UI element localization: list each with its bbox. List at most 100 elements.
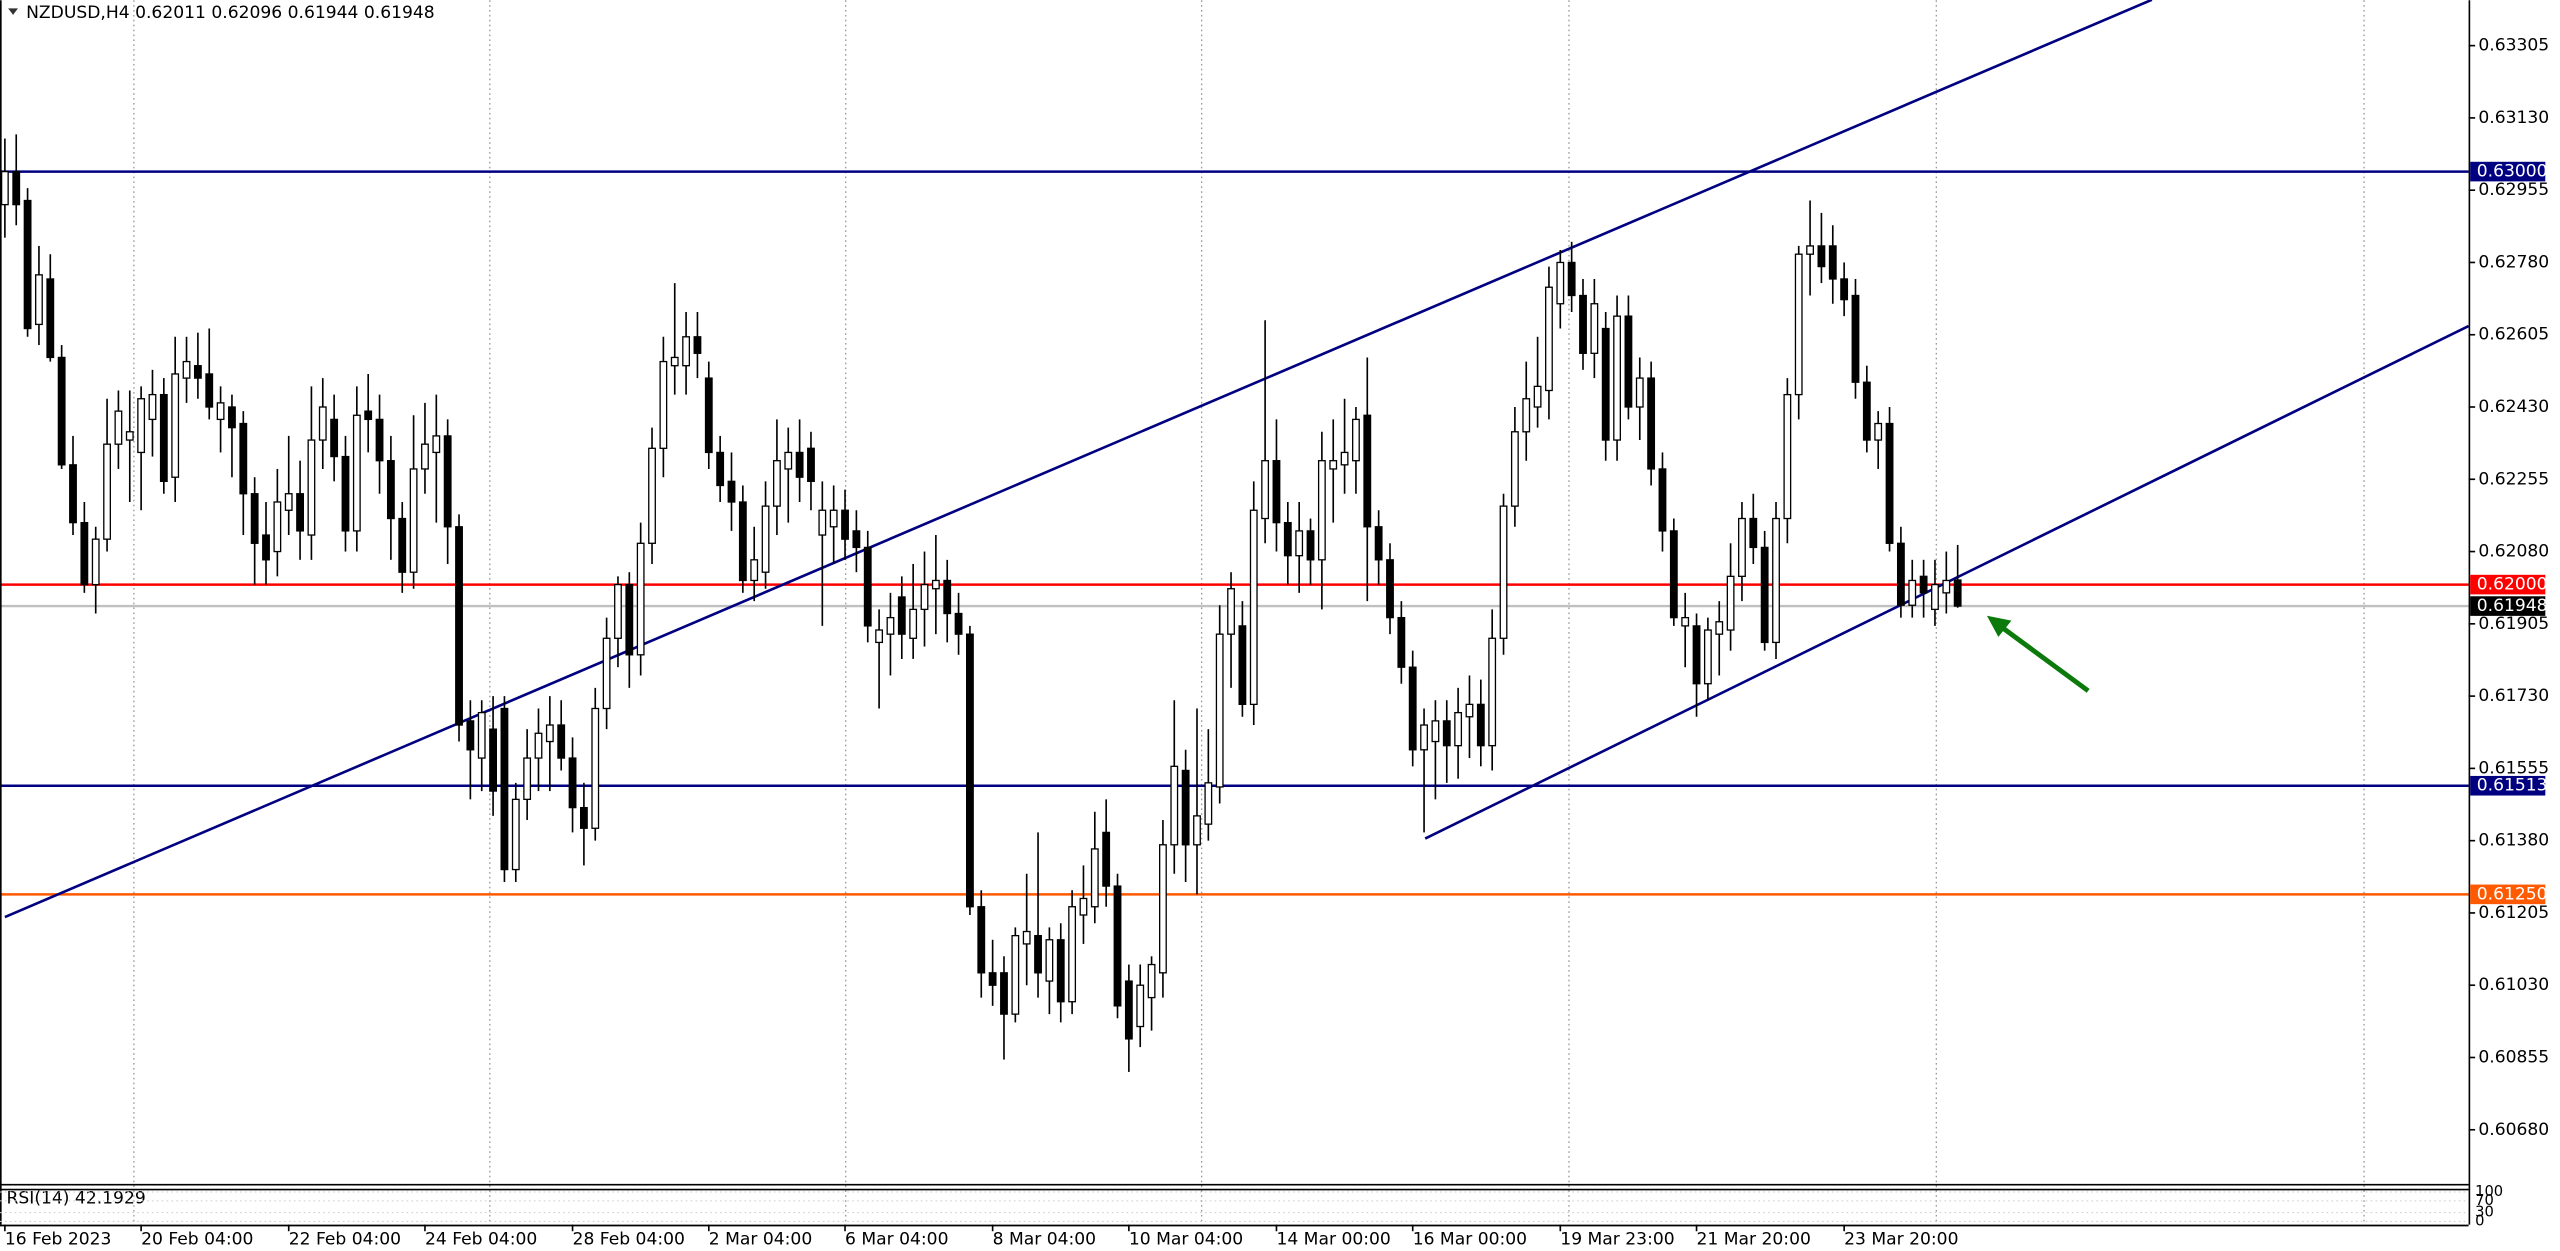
candle-body: [1238, 625, 1247, 706]
candle-body: [284, 493, 293, 511]
candle-body: [1170, 765, 1179, 846]
candle-body: [1034, 934, 1042, 974]
x-tick-label: 6 Mar 04:00: [845, 1229, 948, 1249]
candle-body: [829, 509, 838, 528]
rsi-tick-label: 100: [2475, 1183, 2503, 1200]
candle-body: [818, 509, 827, 536]
candle-body: [1669, 530, 1678, 619]
candle-body: [784, 451, 793, 470]
level-label: 0.61513: [2477, 776, 2548, 796]
level-label: 0.63000: [2477, 162, 2548, 182]
candle-body: [1056, 939, 1065, 1003]
x-tick-label: 23 Mar 20:00: [1844, 1229, 1958, 1249]
candle-body: [1556, 261, 1565, 305]
candle-body: [1317, 460, 1326, 561]
candle-body: [1851, 294, 1860, 383]
candle-body: [693, 336, 702, 354]
rsi-tick-label: 0: [2475, 1212, 2484, 1229]
candle-body: [1658, 468, 1667, 532]
candle-body: [1953, 579, 1962, 607]
candle-body: [250, 493, 259, 544]
candle-body: [171, 373, 180, 478]
annotation-arrow: [1986, 615, 2090, 693]
candle-body: [716, 451, 725, 487]
candle-body: [500, 707, 509, 871]
candle-body: [1374, 526, 1383, 561]
x-tick-label: 10 Mar 04:00: [1129, 1229, 1243, 1249]
symbol-header: NZDUSD,H4 0.62011 0.62096 0.61944 0.6194…: [26, 3, 435, 23]
candle-body: [1510, 431, 1519, 507]
candle-body: [1352, 418, 1360, 462]
candle-body: [772, 460, 781, 507]
candle-body: [1306, 530, 1315, 561]
candle-body: [1215, 633, 1224, 788]
level-label-box: [2470, 775, 2546, 796]
candle-body: [228, 406, 236, 429]
candle-body: [1635, 377, 1644, 408]
candle-body: [750, 559, 759, 582]
separators: [133, 0, 2365, 1225]
y-tick-label: 0.61030: [2478, 975, 2549, 995]
rsi-tick-label: 70: [2475, 1192, 2494, 1209]
candle-body: [761, 505, 770, 573]
candle-body: [977, 906, 986, 974]
candle-body: [205, 373, 214, 408]
arrow-shaft: [2000, 625, 2090, 693]
candle-body: [659, 360, 668, 449]
candle-body: [432, 435, 441, 454]
candle-body: [1647, 377, 1656, 470]
candle-body: [1022, 930, 1031, 945]
candle-body: [103, 443, 111, 540]
candle-body: [1579, 294, 1587, 354]
candle-body: [364, 410, 373, 421]
candle-body: [216, 402, 225, 421]
candle-body: [1817, 245, 1826, 268]
y-tick-label: 0.61555: [2478, 758, 2549, 778]
candle-body: [1454, 711, 1463, 747]
candle-body: [1465, 703, 1474, 718]
candle-body: [182, 360, 191, 379]
candle-body: [1442, 720, 1451, 747]
candle-body: [148, 393, 157, 421]
candle-body: [1045, 939, 1054, 982]
candle-body: [35, 274, 43, 326]
candle-body: [375, 418, 384, 462]
candle-body: [1090, 848, 1099, 908]
y-tick-label: 0.60855: [2478, 1047, 2549, 1067]
y-tick-label: 0.62605: [2478, 325, 2549, 345]
y-tick-label: 0.61380: [2478, 831, 2549, 851]
candle-body: [318, 406, 327, 441]
candle-body: [455, 526, 463, 726]
candle-body: [523, 757, 532, 801]
candle-body: [273, 501, 282, 553]
y-tick-label: 0.62955: [2478, 180, 2549, 200]
candle-body: [1862, 381, 1871, 441]
candle-body: [1715, 621, 1724, 635]
candle-body: [988, 972, 997, 986]
candle-body: [1408, 666, 1417, 751]
candle-body: [296, 493, 304, 532]
candle-body: [875, 629, 884, 644]
menu-icon[interactable]: [8, 8, 18, 15]
candle-body: [307, 439, 316, 536]
candle-body: [1919, 575, 1928, 594]
candle-body: [670, 356, 679, 367]
candle-body: [386, 460, 395, 520]
x-tick-label: 16 Mar 00:00: [1413, 1229, 1527, 1249]
candle-body: [534, 732, 543, 759]
candle-body: [1749, 517, 1758, 549]
y-tick-label: 0.62430: [2478, 397, 2549, 417]
candle-body: [1692, 625, 1701, 685]
candle-body: [545, 724, 554, 743]
candle-body: [909, 608, 918, 639]
candle-body: [1329, 460, 1338, 470]
level-label: 0.62000: [2477, 575, 2548, 595]
x-tick-label: 20 Feb 04:00: [141, 1229, 253, 1249]
candle-body: [1363, 414, 1372, 528]
rsi-tick-label: 30: [2475, 1204, 2494, 1221]
rsi-title: RSI(14) 42.1929: [7, 1189, 146, 1209]
candle-body: [727, 480, 736, 503]
candle-body: [1488, 637, 1497, 747]
